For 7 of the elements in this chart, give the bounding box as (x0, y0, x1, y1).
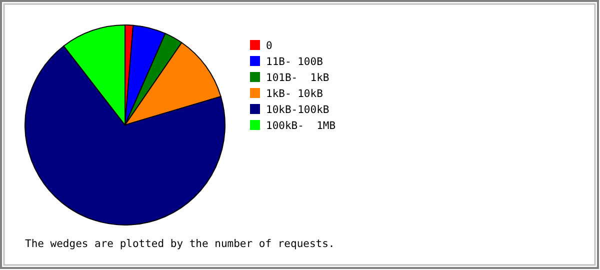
legend-label: 10kB-100kB (266, 104, 330, 116)
legend-label: 1kB- 10kB (266, 88, 323, 100)
legend-label: 0 (266, 40, 272, 52)
legend-label: 101B- 1kB (266, 72, 330, 84)
text: The wedges are plotted by the number of requests. (25, 238, 335, 250)
legend-label: 11B- 100B (266, 56, 323, 68)
legend-label: 100kB- 1MB (266, 120, 336, 132)
